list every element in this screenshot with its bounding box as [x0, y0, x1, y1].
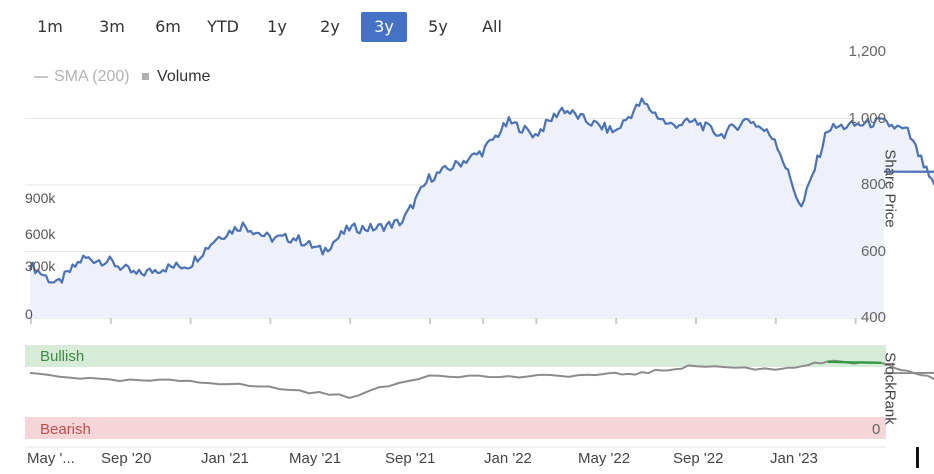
price-line — [28, 97, 934, 284]
text-cursor-icon — [916, 447, 919, 468]
volume-bar — [349, 315, 352, 324]
xaxis-tick-label: Jan '23 — [770, 450, 818, 467]
volume-bar — [109, 317, 112, 324]
xaxis-tick-label: Jan '21 — [201, 450, 249, 467]
range-button-3m[interactable]: 3m — [99, 17, 125, 36]
price-area — [30, 98, 934, 318]
volume-bar — [695, 315, 697, 324]
legend-volume[interactable]: Volume — [142, 68, 210, 85]
yaxis-tick-label: 600 — [860, 242, 886, 260]
range-button-2y[interactable]: 2y — [320, 17, 340, 36]
legend-sma[interactable]: SMA (200) — [34, 68, 130, 85]
bullish-label: Bullish — [40, 348, 85, 365]
volume-tick-label: 0 — [25, 306, 33, 322]
xaxis-tick-label: May '21 — [289, 450, 342, 467]
range-button-1m[interactable]: 1m — [37, 17, 63, 36]
bearish-band — [25, 417, 886, 439]
xaxis-tick-label: Jan '22 — [484, 450, 532, 467]
range-button-all[interactable]: All — [482, 17, 502, 36]
stockrank-zero-label: 0 — [872, 421, 881, 438]
volume-tick-label: 300k — [25, 258, 56, 274]
range-button-5y[interactable]: 5y — [428, 17, 448, 36]
xaxis-tick-label: Sep '21 — [385, 450, 436, 467]
range-button-1y[interactable]: 1y — [267, 17, 287, 36]
xaxis-tick-label: May '22 — [578, 450, 631, 467]
bearish-label: Bearish — [40, 421, 91, 438]
volume-bar — [774, 314, 777, 324]
bullish-band — [25, 345, 886, 367]
volume-tick-label: 600k — [25, 226, 56, 242]
volume-swatch-icon — [142, 73, 150, 81]
yaxis-tick-label: 1,000 — [848, 109, 886, 127]
legend-sma-label: SMA (200) — [54, 68, 130, 85]
xaxis-tick-label: Sep '22 — [673, 450, 724, 467]
yaxis-tick-label: 800 — [860, 176, 886, 193]
range-button-3y[interactable]: 3y — [361, 12, 407, 42]
stockrank-axis-title: StockRank — [881, 352, 899, 425]
yaxis-tick-label: 1,200 — [848, 43, 886, 60]
legend-volume-label: Volume — [157, 68, 211, 85]
stockrank-bullish-segment — [827, 360, 882, 364]
xaxis-tick-label: May '... — [27, 450, 75, 467]
xaxis-tick-label: Sep '20 — [101, 450, 152, 467]
volume-tick-label: 900k — [25, 190, 56, 206]
range-button-6m[interactable]: 6m — [155, 17, 181, 36]
chart-legend: SMA (200) Volume — [34, 68, 210, 86]
yaxis-tick-label: 400 — [860, 309, 886, 326]
range-button-ytd[interactable]: YTD — [207, 17, 239, 36]
yaxis-title: Share Price — [881, 149, 899, 228]
